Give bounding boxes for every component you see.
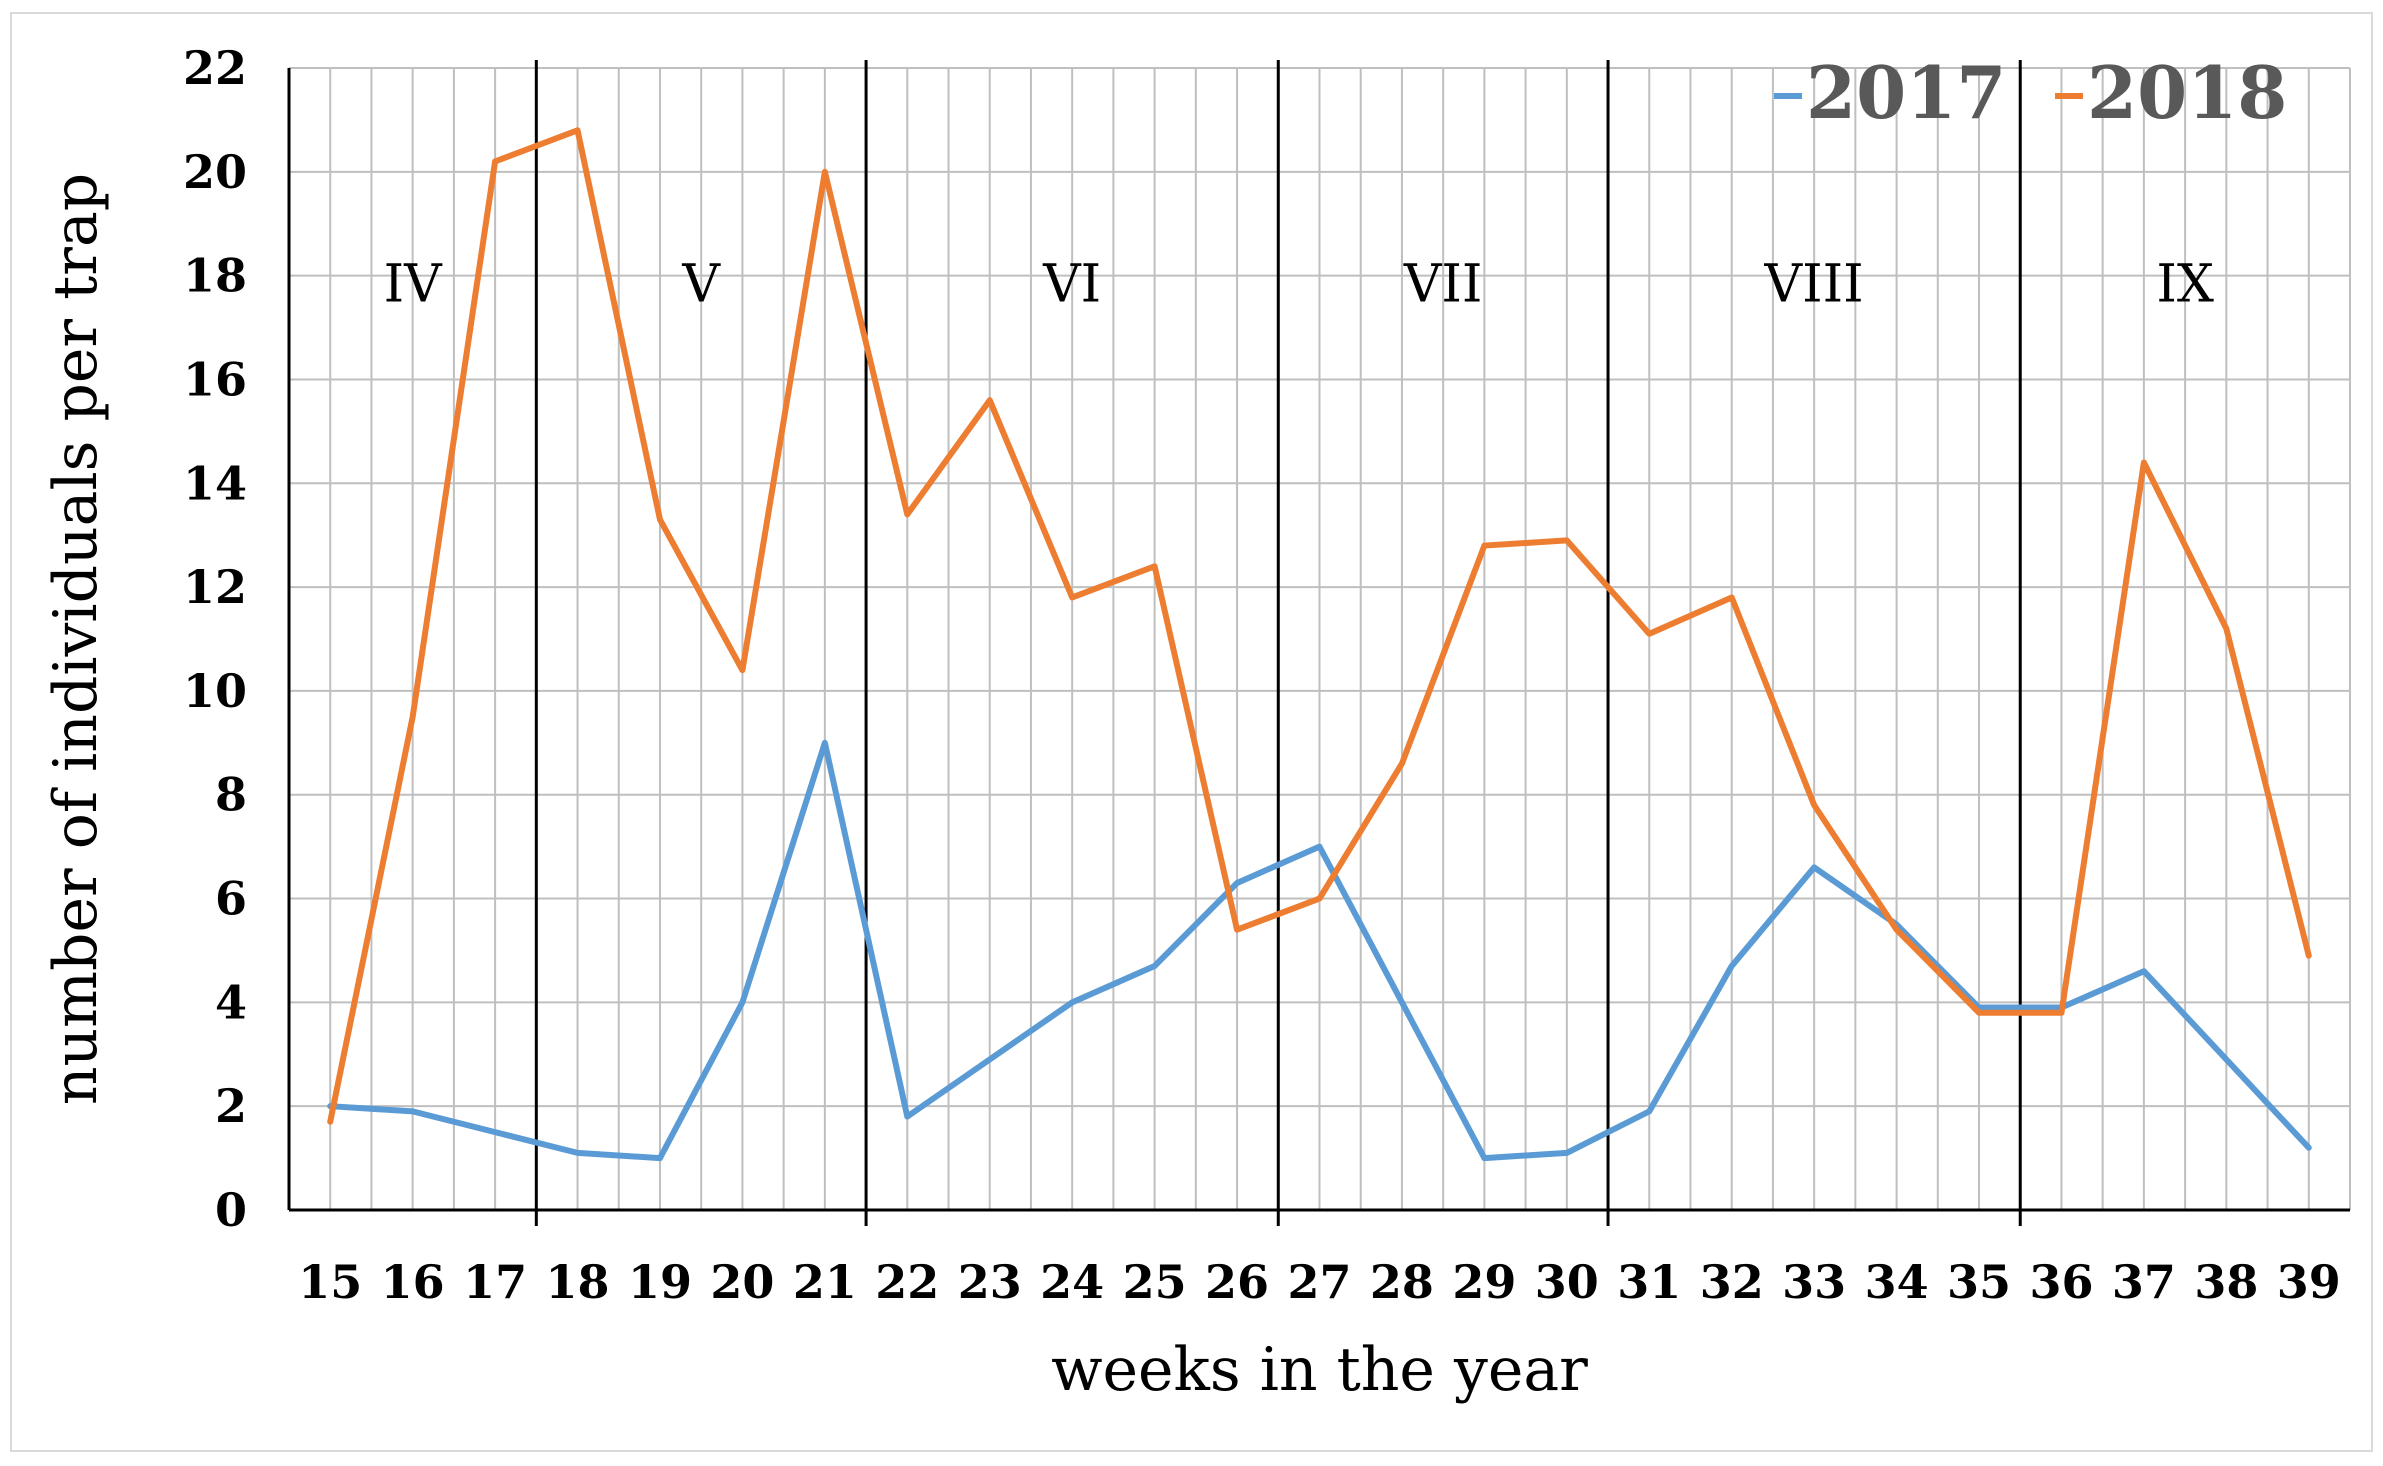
x-tick-label: 39 (2277, 1255, 2341, 1309)
x-tick-label: 32 (1700, 1255, 1764, 1309)
x-tick-label: 21 (793, 1255, 857, 1309)
y-tick-label: 4 (215, 975, 247, 1029)
x-tick-label: 38 (2194, 1255, 2258, 1309)
month-label: IX (2156, 255, 2214, 315)
x-tick-label: 26 (1205, 1255, 1269, 1309)
y-axis-label: number of individuals per trap (41, 173, 111, 1105)
x-tick-label: 30 (1535, 1255, 1599, 1309)
y-tick-label: 6 (215, 872, 247, 926)
series-line-2018 (327, 127, 2312, 1125)
x-tick-label: 36 (2029, 1255, 2093, 1309)
month-label: VII (1403, 255, 1483, 315)
series-lines (327, 127, 2312, 1162)
x-tick-label: 20 (710, 1255, 774, 1309)
legend-label-2018: 2018 (2087, 50, 2287, 135)
y-tick-label: 10 (183, 664, 247, 718)
x-tick-label: 37 (2112, 1255, 2176, 1309)
y-tick-label: 16 (183, 352, 247, 406)
y-tick-label: 14 (183, 456, 247, 510)
y-tick-label: 20 (183, 145, 247, 199)
legend-label-2017: 2017 (1806, 50, 2006, 135)
legend: 2017 2018 (1774, 50, 2287, 135)
month-label: VIII (1764, 255, 1864, 315)
x-tick-label: 18 (546, 1255, 610, 1309)
y-tick-label: 8 (215, 768, 247, 822)
x-tick-label: 34 (1865, 1255, 1929, 1309)
chart-frame: IV V VI VII VIII IX 0 2 4 6 8 10 12 14 16 18 20 22 15 16 17… (10, 12, 2373, 1452)
y-tick-label: 0 (215, 1183, 247, 1237)
x-tick-label: 23 (958, 1255, 1022, 1309)
x-tick-label: 28 (1370, 1255, 1434, 1309)
x-tick-label: 24 (1040, 1255, 1104, 1309)
month-label: V (681, 255, 721, 315)
x-tick-label: 27 (1287, 1255, 1351, 1309)
series-line-2017 (327, 739, 2312, 1162)
y-tick-label: 12 (183, 560, 247, 614)
x-tick-label: 15 (298, 1255, 362, 1309)
month-dividers: IV V VI VII VIII IX (384, 60, 2214, 1226)
x-tick-label: 35 (1947, 1255, 2011, 1309)
x-tick-label: 31 (1617, 1255, 1681, 1309)
x-tick-label: 19 (628, 1255, 692, 1309)
x-tick-label: 16 (381, 1255, 445, 1309)
x-axis-label: weeks in the year (1051, 1335, 1588, 1405)
x-tick-label: 29 (1452, 1255, 1516, 1309)
month-label: VI (1042, 255, 1101, 315)
x-tick-label: 17 (463, 1255, 527, 1309)
y-tick-label: 18 (183, 249, 247, 303)
month-label: IV (384, 255, 444, 315)
y-tick-label: 2 (215, 1079, 247, 1133)
y-tick-label: 22 (183, 41, 247, 95)
x-tick-label: 22 (875, 1255, 939, 1309)
x-tick-label: 25 (1123, 1255, 1187, 1309)
x-tick-label: 33 (1782, 1255, 1846, 1309)
